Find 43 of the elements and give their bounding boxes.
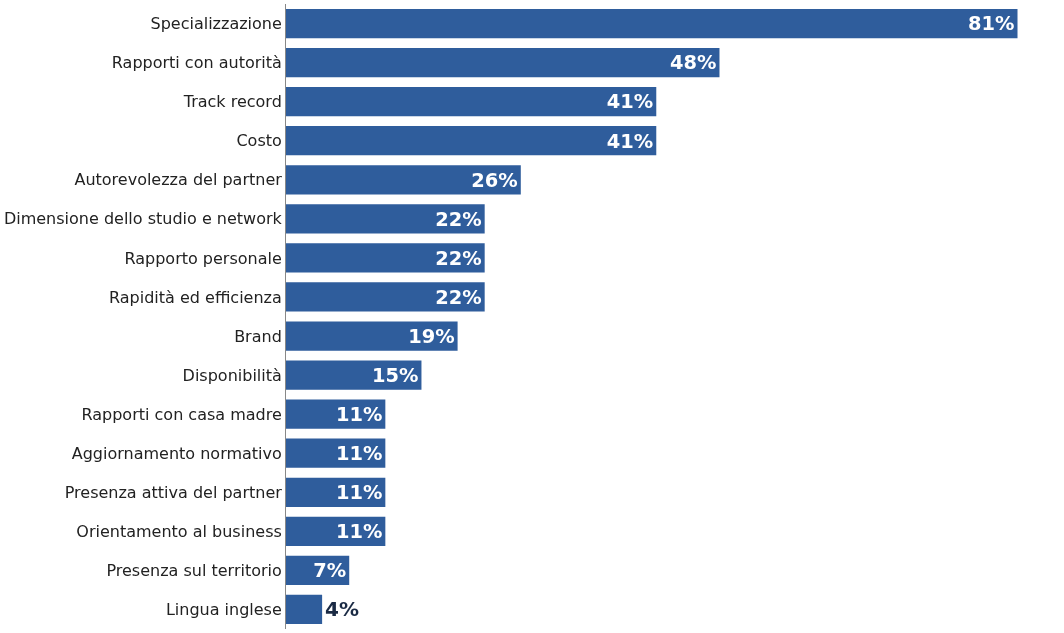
y-tick-label: Presenza sul territorio [106,561,282,581]
data-label: 26% [471,168,518,192]
data-label: 4% [325,597,360,622]
data-label: 11% [335,402,383,426]
data-label: 11% [335,520,383,544]
data-label: 11% [335,442,383,466]
data-label: 11% [335,481,383,505]
data-label: 22% [435,285,482,309]
y-tick-label: Rapidità ed efficienza [109,287,282,307]
bar [286,87,657,117]
y-tick-label: Specializzazione [150,14,282,34]
data-label: 48% [670,51,717,75]
data-label: 81% [968,12,1015,36]
y-tick-label: Rapporti con casa madre [81,404,282,424]
y-tick-label: Rapporti con autorità [111,53,282,73]
y-tick-label: Costo [236,131,282,151]
data-label: 19% [408,324,455,348]
y-tick-label: Dimensione dello studio e network [3,209,283,229]
y-tick-label: Presenza attiva del partner [64,482,283,502]
bar [286,8,1018,39]
y-tick-label: Brand [234,326,282,346]
data-label: 41% [606,90,654,114]
y-tick-label: Disponibilità [182,365,282,385]
y-tick-label: Rapporto personale [124,248,282,268]
y-tick-label: Lingua inglese [165,600,282,620]
y-tick-label: Track record [182,92,282,112]
bar [286,321,458,351]
data-label: 15% [372,363,419,387]
bar [286,204,485,234]
data-label: 22% [435,246,482,270]
bar [286,165,521,195]
bar [286,47,720,78]
data-label: 22% [435,207,482,231]
data-label: 7% [313,559,347,583]
y-tick-label: Aggiornamento normativo [71,443,282,463]
bar [286,360,422,390]
bar [286,282,485,312]
data-label: 41% [606,129,654,153]
y-tick-label: Orientamento al business [76,521,282,541]
bar [286,594,323,625]
y-tick-label: Autorevolezza del partner [74,170,283,190]
bar [286,126,657,156]
bar [286,243,485,273]
